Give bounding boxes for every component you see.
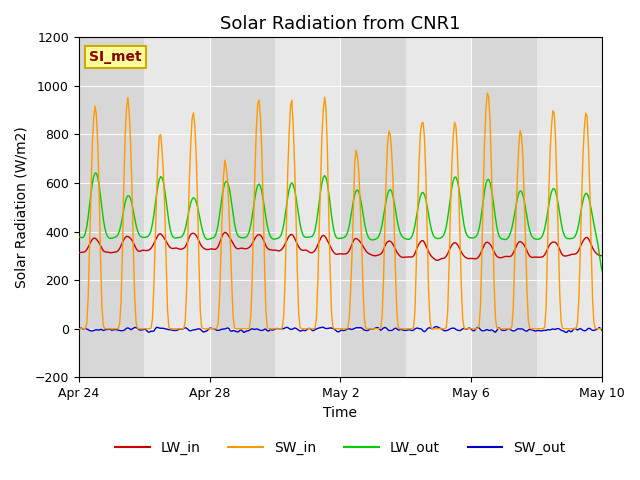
LW_out	[94, 175, 102, 180]
LW_in	[93, 236, 100, 242]
SW_out	[109, 327, 116, 333]
LW_in	[433, 257, 440, 263]
SW_out	[431, 324, 439, 329]
SW_in	[344, 325, 352, 331]
SW_in	[109, 326, 116, 332]
LW_out	[92, 170, 99, 176]
Title: Solar Radiation from CNR1: Solar Radiation from CNR1	[220, 15, 461, 33]
SW_out	[75, 327, 83, 333]
LW_in	[221, 229, 228, 235]
SW_out	[563, 330, 570, 336]
Bar	[471, 37, 537, 377]
LW_out	[346, 223, 353, 228]
Line: SW_in: SW_in	[79, 93, 602, 329]
Line: SW_out: SW_out	[79, 326, 602, 333]
LW_in	[75, 250, 83, 256]
SW_out	[344, 326, 352, 332]
LW_out	[449, 178, 457, 184]
LW_out	[527, 232, 535, 238]
SW_in	[596, 326, 604, 332]
LW_in	[451, 240, 458, 246]
LW_out	[75, 234, 83, 240]
LW_in	[109, 250, 116, 255]
SW_in	[527, 326, 535, 332]
LW_out	[598, 268, 606, 274]
Legend: LW_in, SW_in, LW_out, SW_out: LW_in, SW_in, LW_out, SW_out	[109, 435, 572, 461]
SW_in	[483, 90, 491, 96]
SW_out	[527, 327, 535, 333]
Bar	[340, 37, 406, 377]
Bar	[209, 37, 275, 377]
LW_in	[346, 248, 353, 253]
Y-axis label: Solar Radiation (W/m2): Solar Radiation (W/m2)	[15, 126, 29, 288]
Line: LW_in: LW_in	[79, 232, 602, 260]
SW_in	[75, 326, 83, 332]
LW_in	[597, 253, 605, 259]
SW_in	[448, 164, 456, 169]
SW_out	[93, 327, 100, 333]
SW_out	[597, 326, 605, 332]
Bar	[79, 37, 144, 377]
LW_out	[110, 235, 118, 240]
LW_out	[596, 252, 604, 257]
LW_in	[598, 253, 606, 259]
Text: SI_met: SI_met	[89, 50, 141, 64]
LW_in	[529, 254, 536, 260]
SW_in	[598, 326, 606, 332]
SW_out	[598, 327, 606, 333]
X-axis label: Time: Time	[323, 406, 357, 420]
SW_out	[449, 325, 457, 331]
SW_in	[93, 112, 100, 118]
Line: LW_out: LW_out	[79, 173, 602, 271]
